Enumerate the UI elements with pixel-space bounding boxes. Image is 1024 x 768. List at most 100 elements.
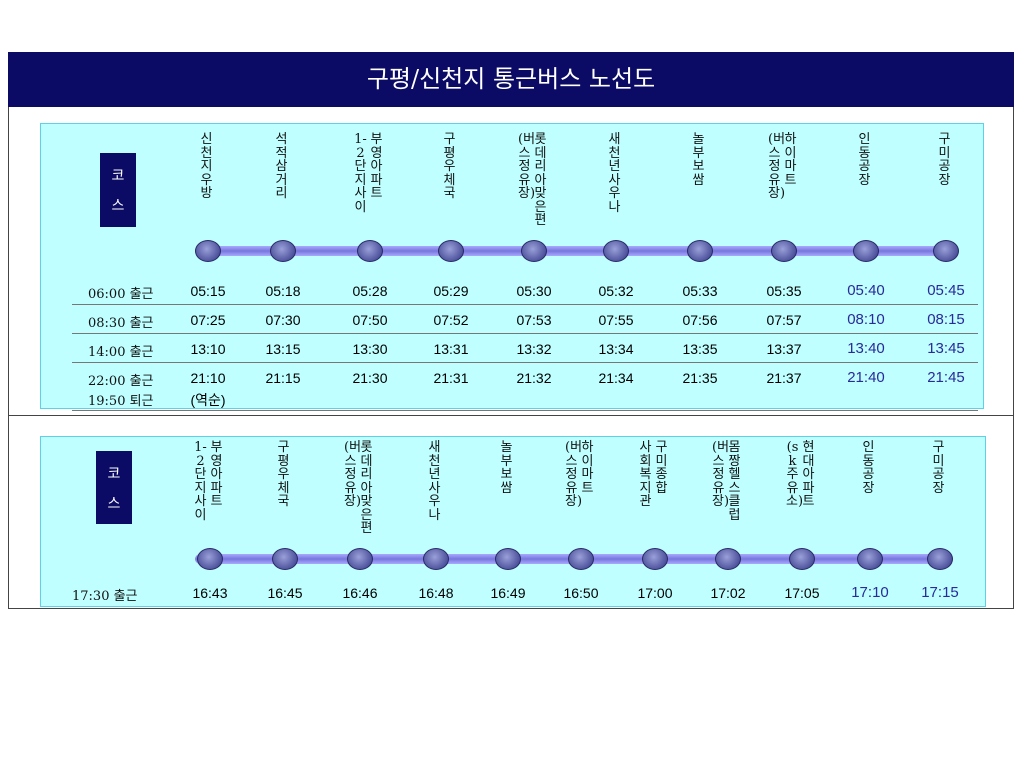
stop-label: 새천년사우나 (428, 441, 441, 522)
stop-label: 인동공장 (858, 133, 871, 187)
stop-name: 사회복지관 (639, 440, 652, 509)
route-2-panel (40, 436, 986, 607)
stop-name: 구미공장 (938, 132, 951, 188)
stop-name: (버스정유장) (565, 440, 583, 509)
arrival-time: 17:02 (710, 585, 746, 601)
departure-label: 17:30 출근 (72, 589, 138, 604)
stop-label: 석적삼거리 (275, 133, 288, 201)
stop-label: 몸짱헬스클럽 (버스정유장) (712, 441, 741, 522)
arrival-time: 13:30 (352, 341, 388, 357)
arrival-time: 21:15 (265, 370, 301, 386)
arrival-time: 21:34 (598, 370, 634, 386)
stop-label: 새천년사우나 (608, 133, 621, 214)
course-label-2: 코 스 (96, 451, 132, 524)
stop-label: 구평우체국 (443, 133, 456, 201)
arrival-time: 16:48 (418, 585, 454, 601)
arrival-time: 05:35 (766, 283, 802, 299)
departure-label: 08:30 출근 (88, 316, 154, 331)
arrival-time: 13:37 (766, 341, 802, 357)
stop-name: 인동공장 (858, 132, 871, 188)
stop-name: 구평우체국 (277, 440, 290, 509)
stop-marker (568, 548, 594, 570)
arrival-time: 21:32 (516, 370, 552, 386)
stop-name: 놀부보쌈 (500, 440, 513, 496)
reverse-note: (역순) (190, 392, 226, 408)
stop-name: (버스정유장) (768, 132, 786, 201)
stop-label: 신천지우방 (200, 133, 213, 201)
arrival-time: 07:57 (766, 312, 802, 328)
arrival-time: 13:10 (190, 341, 226, 357)
stop-label: 롯데리아맞은편 (버스정유장) (344, 441, 373, 536)
arrival-time: 21:30 (352, 370, 388, 386)
arrival-time: 21:37 (766, 370, 802, 386)
row-separator (72, 333, 978, 334)
arrival-time: 13:35 (682, 341, 718, 357)
stop-marker (438, 240, 464, 262)
stop-marker (272, 548, 298, 570)
arrival-time: 13:45 (927, 340, 965, 357)
stop-name: 1-2단지사이 (354, 132, 367, 215)
stop-name: 구미공장 (932, 440, 945, 496)
arrival-time: 13:34 (598, 341, 634, 357)
arrival-time: 07:50 (352, 312, 388, 328)
stop-label: 놀부보쌈 (500, 441, 513, 495)
arrival-time: 05:29 (433, 283, 469, 299)
stop-label: 롯데리아맞은편 (버스정유장) (518, 133, 547, 228)
stop-name: (버스정유장) (712, 440, 730, 509)
arrival-time: 07:52 (433, 312, 469, 328)
arrival-time: 07:53 (516, 312, 552, 328)
arrival-time: 08:15 (927, 311, 965, 328)
course-label-char: 스 (111, 198, 125, 214)
stop-name: 1-2단지사이 (194, 440, 207, 523)
course-label-char: 스 (107, 495, 121, 512)
arrival-time: 17:05 (784, 585, 820, 601)
stop-marker (603, 240, 629, 262)
page-title: 구평/신천지 통근버스 노선도 (8, 52, 1014, 107)
arrival-time: 21:40 (847, 369, 885, 386)
arrival-time: 07:25 (190, 312, 226, 328)
arrival-time: 13:15 (265, 341, 301, 357)
stop-name: 하이마트 (784, 132, 797, 188)
arrival-time: 05:33 (682, 283, 718, 299)
stop-label: 현대아파트 (sk주유소) (786, 441, 815, 509)
stop-marker (357, 240, 383, 262)
stop-marker (197, 548, 223, 570)
stop-name: 부영아파트 (210, 440, 223, 509)
route-1-track (195, 246, 957, 256)
arrival-time: 05:45 (927, 282, 965, 299)
departure-label: 22:00 출근 (88, 374, 154, 389)
arrival-time: 07:30 (265, 312, 301, 328)
stop-marker (853, 240, 879, 262)
stop-label: 인동공장 (862, 441, 875, 495)
stop-name: 새천년사우나 (428, 440, 441, 523)
arrival-time: 13:31 (433, 341, 469, 357)
row-separator (72, 410, 978, 411)
arrival-time: 05:15 (190, 283, 226, 299)
arrival-time: 08:10 (847, 311, 885, 328)
arrival-time: 13:32 (516, 341, 552, 357)
stop-name: 몸짱헬스클럽 (728, 440, 741, 523)
arrival-time: 16:50 (563, 585, 599, 601)
stop-label: 부영아파트 1-2단지사이 (194, 441, 223, 522)
stop-marker (521, 240, 547, 262)
stop-name: (버스정유장) (344, 440, 362, 509)
arrival-time: 21:31 (433, 370, 469, 386)
arrival-time: 17:15 (921, 584, 959, 601)
stop-marker (495, 548, 521, 570)
departure-label: 06:00 출근 (88, 287, 154, 302)
arrival-time: 16:46 (342, 585, 378, 601)
stop-marker (857, 548, 883, 570)
arrival-time: 17:10 (851, 584, 889, 601)
stop-marker (195, 240, 221, 262)
stop-marker (715, 548, 741, 570)
course-label-char: 코 (111, 168, 125, 184)
return-label: 19:50 퇴근 (88, 394, 154, 409)
arrival-time: 07:55 (598, 312, 634, 328)
arrival-time: 05:30 (516, 283, 552, 299)
stop-name: (sk주유소) (786, 440, 804, 509)
course-label-1: 코 스 (100, 153, 136, 227)
stop-name: 구미종합 (655, 440, 668, 496)
stop-name: 석적삼거리 (275, 132, 288, 201)
section-divider (8, 415, 1014, 416)
departure-label: 14:00 출근 (88, 345, 154, 360)
